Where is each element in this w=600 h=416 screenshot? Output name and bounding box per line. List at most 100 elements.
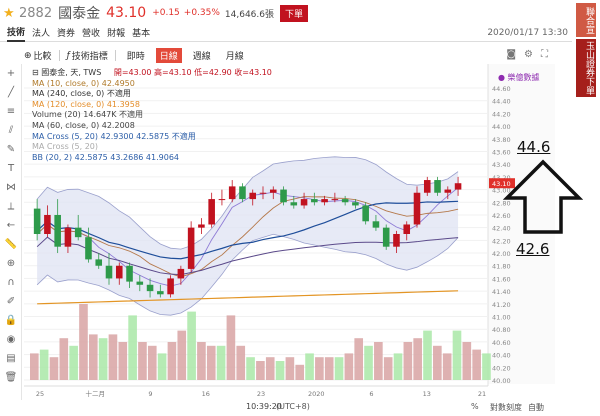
volume-bar — [364, 345, 373, 380]
trend-line-icon[interactable]: ╱ — [7, 87, 15, 98]
clock-timezone: (UTC+8) — [276, 402, 310, 411]
ruler-icon[interactable]: 📏 — [4, 239, 18, 250]
volume-bar — [265, 357, 275, 380]
time-tick-label: 6 — [369, 390, 373, 398]
legend-row-value: 42.5875 43.2686 41.9064 — [74, 152, 180, 162]
eye-icon[interactable]: ◉ — [6, 334, 16, 345]
last-price-marker — [489, 178, 515, 189]
chart-canvas[interactable]: 44.60 44.40 44.20 44.00 43.80 43.60 43.40 43.20… — [24, 64, 555, 400]
volume-bar — [108, 334, 118, 380]
volume-bar — [482, 353, 491, 380]
candle-body — [352, 202, 359, 206]
layers-icon[interactable]: ▤ — [6, 353, 16, 364]
zoom-icon[interactable]: ⊕ — [6, 258, 16, 269]
trade-volume: 14,646.6張 — [224, 9, 275, 20]
back-arrow-icon[interactable]: ← — [6, 220, 16, 231]
clock-time: 10:39:20 — [246, 402, 282, 411]
volume-bar — [315, 357, 324, 380]
legend-row: Volume (20) 14.647K 不適用 — [32, 110, 272, 121]
bollinger-band-fill — [37, 156, 459, 316]
lock-icon[interactable]: 🔒 — [4, 315, 18, 326]
candle-body — [136, 281, 144, 285]
volume-bar — [433, 345, 442, 380]
fullscreen-icon[interactable]: ⛶ — [541, 49, 548, 60]
price-chart[interactable]: 44.60 44.40 44.20 44.00 43.80 43.60 43.40 43.20… — [24, 64, 555, 400]
candle-body — [146, 284, 154, 292]
period-daily[interactable]: 日線 — [155, 48, 182, 63]
ma20-line — [36, 200, 459, 260]
tab-financials[interactable]: 財報 — [107, 29, 126, 39]
price-tick-label: 41.60 — [492, 275, 511, 283]
forecast-icon[interactable]: ⟂ — [7, 201, 15, 212]
brush-icon[interactable]: ✎ — [6, 144, 16, 155]
trash-icon[interactable]: 🗑 — [4, 372, 18, 383]
candle-body — [444, 189, 452, 193]
favorite-star-icon[interactable]: ★ — [3, 5, 15, 21]
percent-scale-toggle[interactable]: % — [471, 402, 479, 411]
tab-margin[interactable]: 資券 — [57, 29, 76, 39]
candle-body — [403, 224, 411, 234]
log-scale-toggle[interactable]: 對數刻度 — [490, 403, 522, 412]
time-tick-label: 25 — [36, 390, 44, 398]
tab-technical[interactable]: 技術 — [7, 25, 26, 42]
side-tab-promo[interactable]: 聯合宣 — [576, 3, 596, 37]
volume-bar — [403, 342, 413, 380]
pattern-icon[interactable]: ⋈ — [6, 182, 16, 193]
tab-basic[interactable]: 基本 — [132, 29, 151, 39]
candle-body — [423, 180, 431, 193]
tab-revenue[interactable]: 營收 — [82, 29, 101, 39]
candle-body — [198, 224, 205, 228]
checkbox-icon[interactable]: ⊟ — [32, 68, 39, 77]
camera-icon[interactable]: ◙ — [506, 49, 517, 60]
compare-button[interactable]: ⊕ 比較 — [24, 49, 52, 63]
legend-row-value: 42.4950 — [101, 78, 135, 88]
volume-bar — [30, 353, 39, 380]
period-monthly[interactable]: 月線 — [225, 52, 244, 62]
horizontal-line-icon[interactable]: ≡ — [6, 106, 16, 117]
price-tick-label: 44.40 — [492, 98, 511, 106]
channel-icon[interactable]: ⫽ — [8, 125, 14, 136]
indicators-button[interactable]: ƒ 技術指標 — [67, 49, 108, 63]
legend-row-label: MA (10, close, 0) — [32, 78, 102, 88]
volume-bar — [324, 357, 334, 380]
tab-institutional[interactable]: 法人 — [32, 29, 51, 39]
legend-row: MA Cross (5, 20) 42.9300 42.5875 不適用 — [32, 132, 272, 143]
volume-bar — [334, 357, 344, 380]
volume-bar — [383, 357, 393, 380]
auto-scale-toggle[interactable]: 自動 — [528, 403, 544, 412]
quote-bar: ★ 2882 國泰金 43.10 +0.15 +0.35% 14,646.6張 … — [0, 0, 570, 26]
volume-bar — [69, 345, 78, 380]
toolbar-divider — [58, 50, 60, 61]
annotation-top-price: 44.6 — [517, 138, 551, 156]
crosshair-icon[interactable]: + — [6, 68, 16, 79]
period-weekly[interactable]: 週線 — [192, 52, 211, 62]
indicators-label: 技術指標 — [71, 52, 108, 62]
text-icon[interactable]: T — [7, 163, 15, 174]
volume-bar — [59, 338, 69, 380]
lock-drawing-icon[interactable]: ✐ — [6, 296, 16, 307]
candle-body — [331, 199, 339, 201]
price-change: +0.15 — [152, 8, 180, 18]
volume-bar — [167, 342, 177, 380]
volume-bar — [462, 342, 472, 380]
period-intraday[interactable]: 即時 — [126, 52, 145, 62]
candle-body — [105, 265, 113, 279]
candle-body — [393, 234, 400, 247]
stock-name: 國泰金 — [58, 6, 101, 22]
legend-row-value: 41.3958 — [106, 99, 140, 109]
volume-bar — [197, 342, 206, 380]
side-tab-broker-order[interactable]: 玉山證券下單 — [576, 39, 596, 97]
legend-row: BB (20, 2) 42.5875 43.2686 41.9064 — [32, 153, 272, 164]
legend-row: MA (120, close, 0) 41.3958 — [32, 100, 272, 111]
legend-title: 國泰金, 天, TWS — [41, 68, 102, 77]
nav-tabs: 技術 法人 資券 營收 財報 基本 2020/01/17 13:30 — [0, 26, 572, 42]
candle-body — [85, 237, 92, 260]
chart-toolbar: ⊕ 比較 ƒ 技術指標 即時 日線 週線 月線 ◙ ⚙ ⛶ — [24, 47, 550, 64]
magnet-icon[interactable]: ∩ — [7, 277, 15, 288]
bollinger-lower-line — [36, 233, 459, 316]
candle-body — [208, 199, 215, 225]
volume-bar — [49, 357, 59, 380]
gear-icon[interactable]: ⚙ — [524, 49, 533, 60]
order-button[interactable]: 下單 — [280, 4, 309, 22]
time-tick-label: 21 — [478, 390, 486, 398]
